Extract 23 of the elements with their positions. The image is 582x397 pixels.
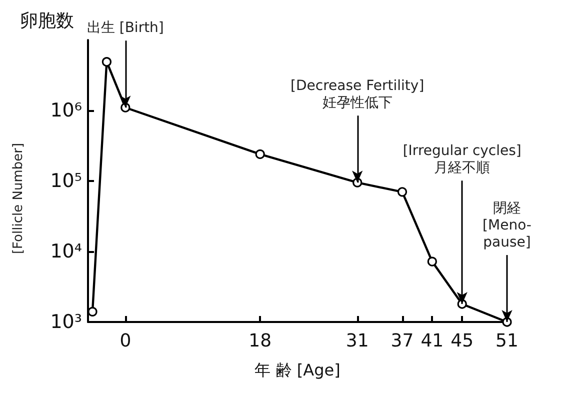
y-tick-label: 10⁵ (50, 170, 82, 192)
x-tick-label: 45 (450, 330, 474, 352)
point (397, 187, 408, 197)
point (427, 256, 437, 266)
y-axis-title: 卵胞数 (20, 10, 74, 32)
x-tick-label: 18 (248, 330, 272, 352)
annotation: 出生 [Birth] (86, 20, 164, 36)
x-axis-title: 年 齢 [Age] (254, 360, 340, 380)
annotation: [Decrease Fertility] 妊孕性低下 (290, 78, 424, 112)
point (255, 149, 265, 159)
annotation: [Irregular cycles] 月経不順 (402, 143, 522, 176)
annotation: 閉経 [Meno- pause] (482, 200, 532, 251)
text: [Follicle Number] (11, 142, 26, 254)
x-tick-label: 51 (496, 330, 518, 352)
point (88, 306, 98, 316)
y-tick-label: 10³ (50, 311, 82, 333)
x-tick-label: 0 (120, 330, 132, 352)
point (102, 57, 112, 67)
y-tick-label: 10⁴ (50, 240, 82, 262)
x-tick-label: 31 (346, 330, 369, 352)
x-tick-label: 37 (390, 330, 414, 352)
y-tick-label: 10⁶ (50, 100, 82, 122)
x-tick-label: 41 (420, 330, 444, 352)
